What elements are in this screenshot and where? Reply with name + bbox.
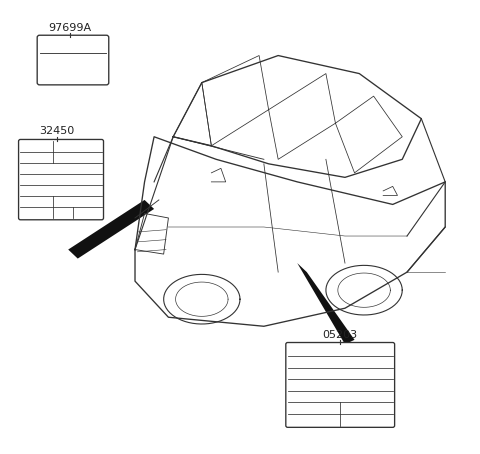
Text: 97699A: 97699A (48, 23, 91, 33)
Text: 05203: 05203 (323, 330, 358, 340)
Text: 32450: 32450 (39, 126, 74, 136)
FancyBboxPatch shape (19, 139, 104, 220)
Polygon shape (297, 263, 355, 344)
Polygon shape (68, 200, 154, 259)
FancyBboxPatch shape (286, 342, 395, 427)
FancyBboxPatch shape (37, 35, 109, 85)
